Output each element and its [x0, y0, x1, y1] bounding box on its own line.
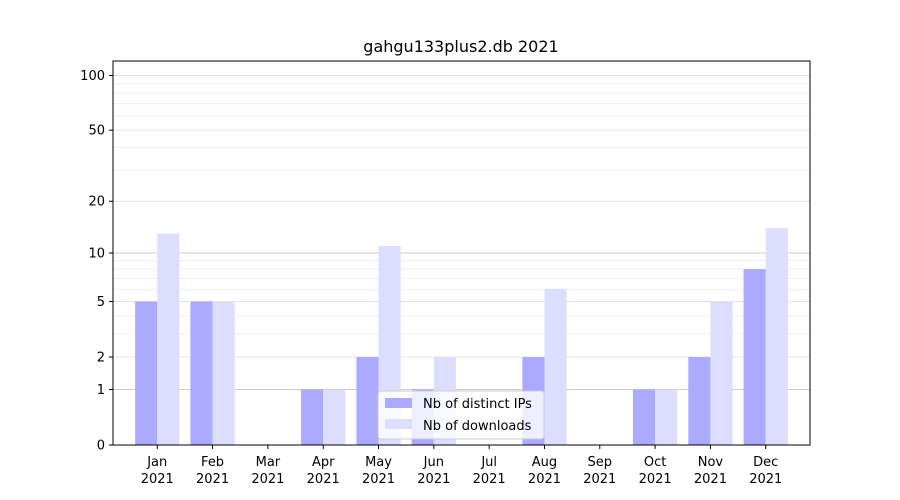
x-tick-label: May [365, 455, 392, 470]
x-tick-label: Nov [698, 455, 724, 470]
chart-title: gahgu133plus2.db 2021 [363, 37, 558, 56]
y-tick-label: 2 [97, 351, 105, 366]
legend-label-distinct-ips: Nb of distinct IPs [423, 397, 532, 412]
bar-distinct-ips [190, 301, 213, 445]
x-tick-label: Oct [644, 455, 666, 470]
x-tick-label: Jan [146, 455, 167, 470]
x-tick-label: Dec [753, 455, 778, 470]
x-tick-label-year: 2021 [583, 472, 616, 487]
y-tick-label: 20 [88, 195, 105, 210]
y-tick-label: 100 [80, 69, 105, 84]
bar-downloads [765, 228, 788, 445]
legend-label-downloads: Nb of downloads [423, 419, 532, 434]
bar-distinct-ips [301, 389, 324, 445]
bar-distinct-ips [688, 357, 711, 445]
x-tick-label-year: 2021 [251, 472, 284, 487]
bar-downloads [212, 301, 235, 445]
x-tick-label-year: 2021 [528, 472, 561, 487]
x-tick-label: Jun [423, 455, 444, 470]
x-tick-label-year: 2021 [694, 472, 727, 487]
x-tick-label-year: 2021 [307, 472, 340, 487]
y-tick-label: 10 [88, 247, 105, 262]
y-tick-label: 50 [88, 124, 105, 139]
x-tick-label-year: 2021 [141, 472, 174, 487]
x-tick-label-year: 2021 [473, 472, 506, 487]
y-axis: 0 1 2 5 10 20 50 100 [80, 69, 113, 454]
x-tick-label-year: 2021 [196, 472, 229, 487]
x-tick-label-year: 2021 [749, 472, 782, 487]
y-tick-label: 0 [97, 439, 105, 454]
bar-distinct-ips [135, 301, 158, 445]
x-tick-label-year: 2021 [639, 472, 672, 487]
legend: Nb of distinct IPs Nb of downloads [377, 390, 545, 440]
x-tick-label-year: 2021 [417, 472, 450, 487]
x-tick-label: Apr [312, 455, 335, 470]
bar-downloads [655, 389, 678, 445]
x-tick-label: Feb [201, 455, 224, 470]
legend-box [377, 390, 545, 440]
bar-distinct-ips [743, 269, 766, 445]
bar-downloads [544, 289, 567, 445]
bar-downloads [157, 233, 180, 445]
legend-swatch-downloads [385, 419, 412, 429]
bar-distinct-ips [632, 389, 656, 445]
x-tick-label: Mar [256, 455, 281, 470]
x-tick-label-year: 2021 [362, 472, 395, 487]
legend-swatch-distinct-ips [385, 398, 412, 408]
x-axis: Jan 2021 Feb 2021 Mar 2021 Apr 2021 May 2021 Jun 20… [141, 445, 782, 487]
x-tick-label: Aug [532, 455, 557, 470]
x-tick-label: Sep [588, 455, 613, 470]
x-tick-label: Jul [480, 455, 497, 470]
bar-downloads [710, 301, 733, 445]
bar-downloads [323, 389, 346, 445]
bar-distinct-ips [356, 357, 379, 445]
y-tick-label: 1 [97, 383, 105, 398]
y-tick-label: 5 [97, 295, 105, 310]
